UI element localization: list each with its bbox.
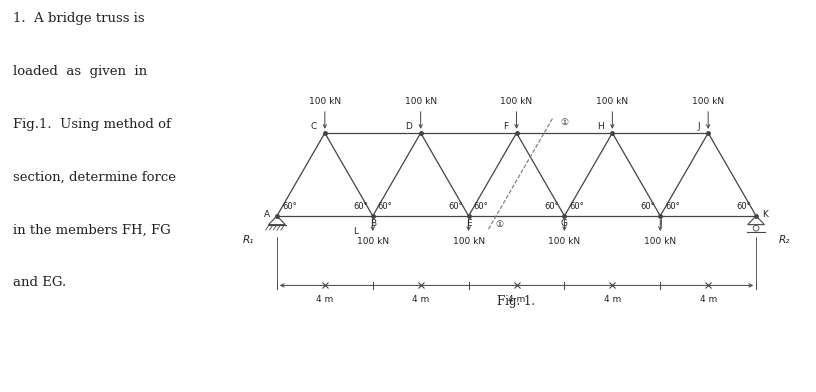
Text: A: A <box>264 210 270 219</box>
Text: 100 kN: 100 kN <box>644 238 676 247</box>
Text: Fig.1.  Using method of: Fig.1. Using method of <box>13 118 171 131</box>
Text: G: G <box>561 219 568 228</box>
Text: 60°: 60° <box>570 201 584 211</box>
Text: Fig. 1.: Fig. 1. <box>498 295 535 308</box>
Text: D: D <box>406 122 412 131</box>
Text: R₁: R₁ <box>242 235 254 245</box>
Text: 60°: 60° <box>665 201 680 211</box>
Text: 100 kN: 100 kN <box>308 97 341 106</box>
Text: 4 m: 4 m <box>699 294 716 303</box>
Text: R₂: R₂ <box>779 235 791 245</box>
Text: 100 kN: 100 kN <box>596 97 628 106</box>
Text: in the members FH, FG: in the members FH, FG <box>13 223 171 236</box>
Text: 60°: 60° <box>449 201 463 211</box>
Text: J: J <box>697 122 700 131</box>
Text: K: K <box>762 210 768 219</box>
Text: 4 m: 4 m <box>508 294 526 303</box>
Text: L: L <box>353 227 358 236</box>
Text: 60°: 60° <box>736 201 751 211</box>
Text: section, determine force: section, determine force <box>13 171 176 183</box>
Text: 100 kN: 100 kN <box>405 97 437 106</box>
Text: 60°: 60° <box>641 201 655 211</box>
Text: 100 kN: 100 kN <box>692 97 725 106</box>
Text: F: F <box>503 122 508 131</box>
Text: 100 kN: 100 kN <box>357 238 388 247</box>
Text: I: I <box>659 219 662 228</box>
Text: 4 m: 4 m <box>317 294 334 303</box>
Text: 4 m: 4 m <box>412 294 429 303</box>
Text: 100 kN: 100 kN <box>500 97 533 106</box>
Text: ①: ① <box>561 118 569 127</box>
Text: H: H <box>597 122 604 131</box>
Text: E: E <box>466 219 472 228</box>
Text: 4 m: 4 m <box>604 294 621 303</box>
Text: 60°: 60° <box>544 201 559 211</box>
Text: and EG.: and EG. <box>13 276 67 289</box>
Text: 60°: 60° <box>353 201 368 211</box>
Text: B: B <box>370 219 376 228</box>
Text: 60°: 60° <box>473 201 489 211</box>
Text: 100 kN: 100 kN <box>453 238 485 247</box>
Text: 100 kN: 100 kN <box>548 238 580 247</box>
Text: C: C <box>310 122 317 131</box>
Text: 60°: 60° <box>282 201 297 211</box>
Text: ①: ① <box>495 220 503 229</box>
Text: 1.  A bridge truss is: 1. A bridge truss is <box>13 12 145 25</box>
Text: loaded  as  given  in: loaded as given in <box>13 65 148 78</box>
Text: 60°: 60° <box>378 201 392 211</box>
